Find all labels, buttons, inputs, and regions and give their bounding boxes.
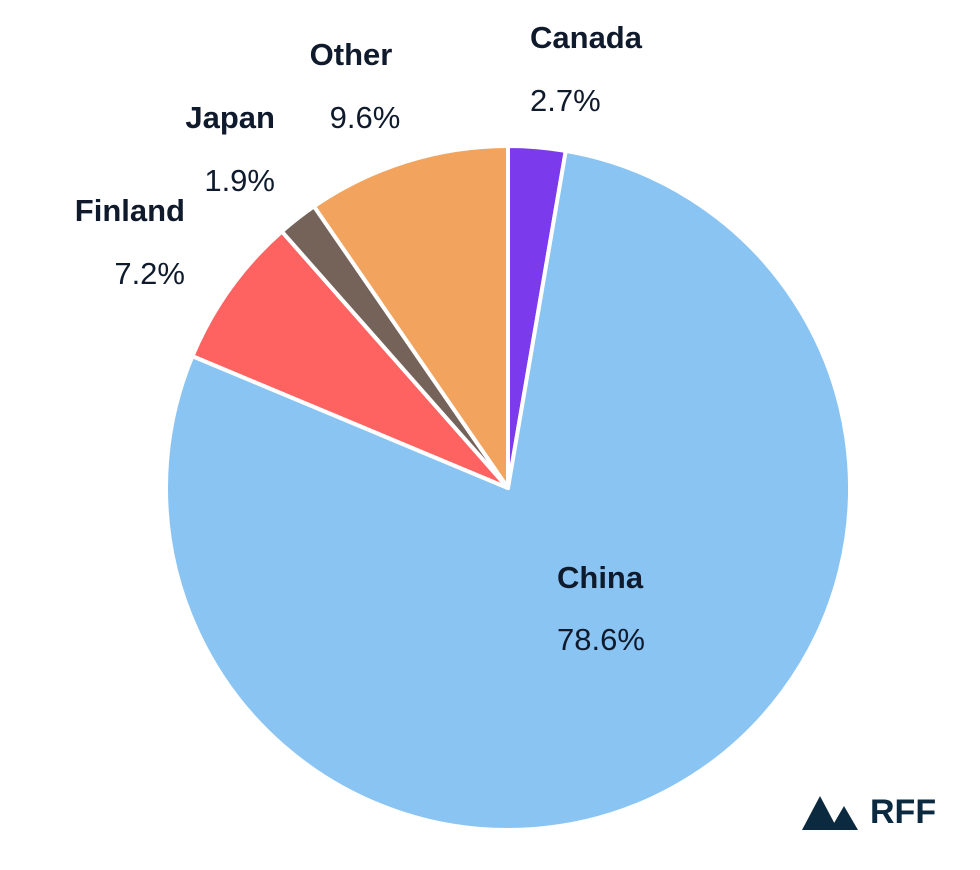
slice-value-label: 1.9%: [204, 163, 275, 198]
pie-slice: [164, 148, 852, 832]
slice-value-label: 78.6%: [557, 622, 645, 657]
slices: [164, 144, 852, 832]
slice-value-label: 7.2%: [114, 256, 185, 291]
slice-label: Canada: [530, 20, 643, 55]
slice-label: Finland: [75, 193, 185, 228]
pie-slice: [311, 144, 510, 490]
slice-label: Other: [310, 37, 393, 72]
pie-slice: [190, 229, 510, 490]
slice-label: China: [557, 560, 644, 595]
logo-text: RFF: [870, 793, 936, 831]
slice-label: Japan: [185, 100, 275, 135]
slice-value-label: 9.6%: [330, 100, 401, 135]
logo-icon: [802, 796, 858, 830]
slice-value-label: 2.7%: [530, 83, 601, 118]
